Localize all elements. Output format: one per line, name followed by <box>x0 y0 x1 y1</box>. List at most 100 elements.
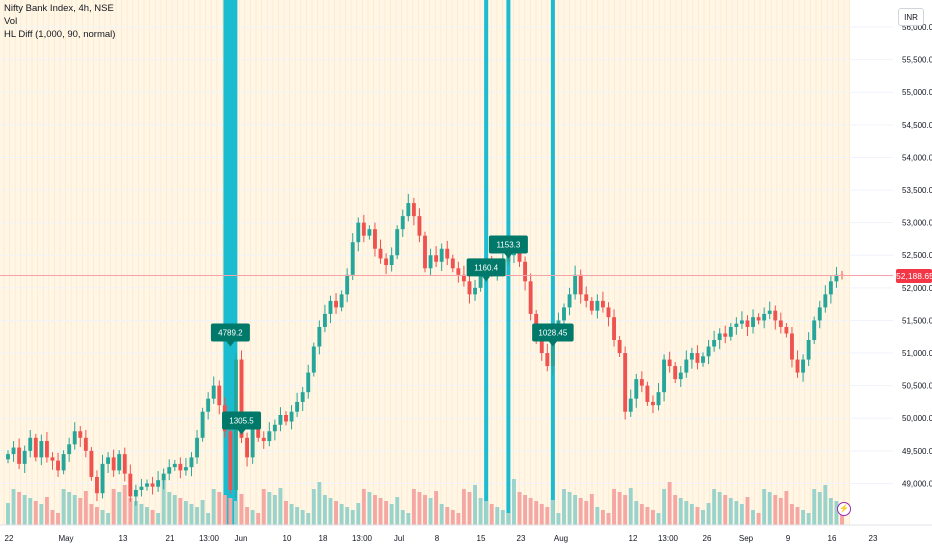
volume-bar <box>478 498 483 525</box>
indicator-label: 1153.3 <box>488 235 528 259</box>
candle-body <box>778 320 783 327</box>
volume-bar <box>217 492 222 525</box>
volume-bar <box>578 498 583 525</box>
x-tick-label: 10 <box>283 534 292 543</box>
symbol-title[interactable]: Nifty Bank Index, 4h, NSE <box>4 3 114 14</box>
volume-bar <box>178 498 183 525</box>
candle-body <box>612 317 616 340</box>
x-tick-label: 13:00 <box>658 534 679 543</box>
candle-body <box>239 359 244 438</box>
volume-legend[interactable]: Vol <box>4 16 18 27</box>
volume-bar <box>222 495 227 525</box>
highlight-band <box>550 0 555 525</box>
candle-body <box>706 346 711 357</box>
candle-body <box>267 431 272 442</box>
volume-bar <box>712 489 717 525</box>
volume-bar <box>745 497 750 525</box>
candle-body <box>122 454 127 474</box>
time-axis[interactable]: 22 May 13 21 13:00 Jun 10 18 13:00 Jul 8 15 23 Aug 12 1… <box>0 524 932 550</box>
volume-bar <box>195 507 199 525</box>
candle-body <box>156 480 161 487</box>
y-tick-label: 56,000.00 <box>902 23 932 32</box>
volume-bar <box>801 510 806 525</box>
label-text: 4789.2 <box>218 329 243 338</box>
volume-bar <box>250 510 255 525</box>
indicator-label: 1305.5 <box>222 411 262 435</box>
candle-body <box>311 346 316 373</box>
candle-body <box>445 248 450 259</box>
volume-bar <box>556 513 561 525</box>
future-region <box>850 0 893 525</box>
candle-body <box>389 255 394 266</box>
x-tick-label: 9 <box>786 534 791 543</box>
volume-bar <box>445 507 450 525</box>
volume-bar <box>673 495 678 525</box>
candle-body <box>434 255 439 262</box>
candle-body <box>539 340 544 354</box>
label-pointer <box>548 341 557 347</box>
volume-bar <box>17 492 22 525</box>
volume-bar <box>106 513 111 525</box>
candle-body <box>28 437 33 451</box>
indicator-legend[interactable]: HL Diff (1,000, 90, normal) <box>4 29 116 40</box>
volume-bar <box>406 513 411 525</box>
y-tick-label: 50,500.00 <box>902 382 932 391</box>
label-text: 1153.3 <box>496 241 520 250</box>
volume-bar <box>595 507 600 525</box>
candle-body <box>717 333 722 340</box>
x-tick-label: 26 <box>703 534 712 543</box>
volume-bar <box>550 500 555 525</box>
currency-button[interactable]: INR <box>898 8 924 26</box>
volume-bar <box>278 488 283 525</box>
volume-bar <box>812 489 817 525</box>
volume-bar <box>167 492 172 525</box>
indicator-label: 1028.45 <box>532 323 574 347</box>
candle-body <box>78 431 83 438</box>
volume-bar <box>739 504 744 525</box>
volume-bar <box>339 504 344 525</box>
candle-body <box>595 300 600 311</box>
volume-bar <box>678 498 683 525</box>
candle-body <box>728 326 733 337</box>
candle-body <box>328 300 333 314</box>
candle-body <box>133 489 138 497</box>
candle-body <box>467 281 472 295</box>
lightning-icon[interactable]: ⚡ <box>837 502 851 516</box>
candle-body <box>550 333 555 367</box>
x-tick-label: 12 <box>629 534 638 543</box>
x-tick-label: 8 <box>435 534 440 543</box>
volume-bar <box>723 495 728 525</box>
candle-body <box>428 255 433 269</box>
volume-bar <box>56 513 60 525</box>
candle-body <box>6 454 10 460</box>
candle-body <box>172 463 177 468</box>
label-pointer <box>237 429 246 435</box>
candle-body <box>361 222 366 236</box>
candle-body <box>44 441 49 458</box>
x-tick-label: 23 <box>869 534 878 543</box>
candle-body <box>651 401 655 406</box>
candle-body <box>734 323 739 327</box>
volume-bar <box>89 504 94 525</box>
volume-bar <box>411 489 416 525</box>
candle-body <box>228 431 233 490</box>
y-tick-label: 53,000.00 <box>902 219 932 228</box>
volume-bar <box>95 507 99 525</box>
candle-body <box>83 437 88 451</box>
candle-body <box>100 463 105 494</box>
volume-bar <box>228 498 233 525</box>
candle-body <box>606 307 611 318</box>
y-tick-label: 51,000.00 <box>902 349 932 358</box>
volume-bar <box>206 513 211 525</box>
candle-body <box>106 457 111 464</box>
candle-body <box>400 216 405 230</box>
x-tick-label: 23 <box>517 534 526 543</box>
candle-body <box>289 411 294 422</box>
candle-body <box>50 457 55 461</box>
candle-body <box>356 222 361 243</box>
volume-bar <box>345 507 350 525</box>
candle-body <box>578 274 583 295</box>
candle-body <box>828 281 833 295</box>
candle-body <box>350 242 355 275</box>
volume-bar <box>667 482 672 525</box>
